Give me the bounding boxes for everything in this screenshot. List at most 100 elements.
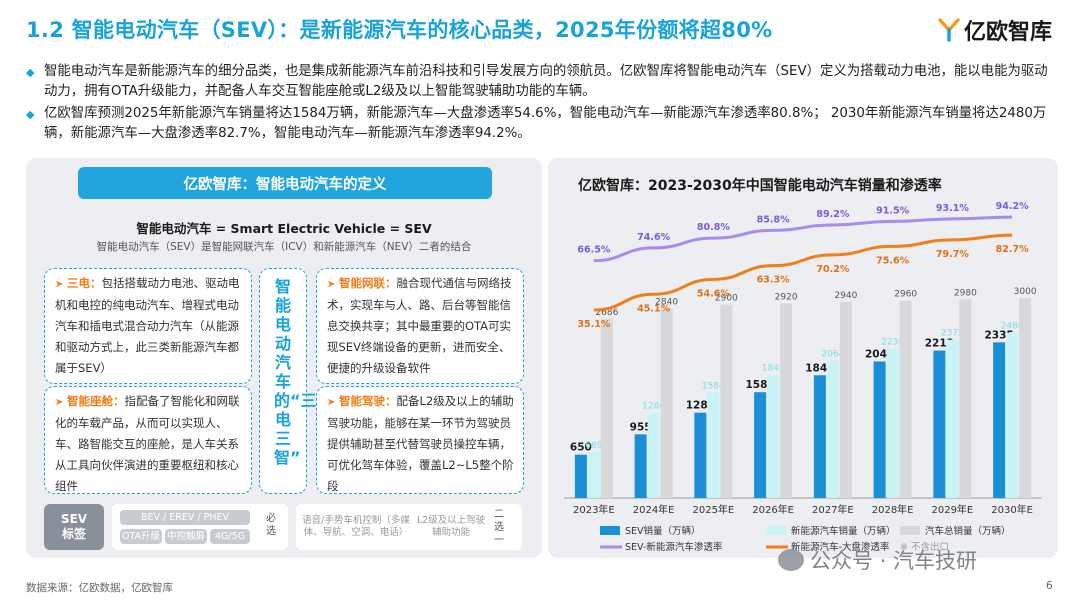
legend-label: SEV-新能源汽车渗透率	[625, 541, 723, 553]
legend-label: 新能源汽车销量（万辆）	[791, 525, 896, 537]
logo-text: 亿欧智库	[964, 20, 1053, 45]
bar-total	[660, 308, 673, 498]
percent-label: 89.2%	[816, 209, 849, 220]
bar-value-label: 1849	[762, 364, 785, 374]
percent-label: 82.7%	[996, 244, 1029, 255]
chart-title: 亿欧智库：2023-2030年中国智能电动汽车销量和渗透率	[578, 178, 942, 194]
legend-label: 新能源汽车-大盘渗透率	[791, 541, 890, 553]
arrow-icon: ➤	[55, 279, 64, 290]
bullet-item: ◆ 智能电动汽车是新能源汽车的细分品类，也是集成新能源汽车前沿科技和引导发展方向…	[26, 62, 1056, 102]
wechat-icon	[778, 549, 804, 571]
bullet-text: 亿欧智库预测2025年新能源汽车销量将达1584万辆，新能源汽车—大盘渗透率54…	[44, 106, 1047, 141]
box-text: 配备L2级及以上的辅助驾驶功能，能够在某一环节为驾驶员提供辅助甚至代替驾驶员操控…	[327, 394, 514, 493]
bar-nev	[767, 374, 780, 498]
bar-value-label: 3000	[1014, 287, 1037, 297]
bar-nev	[946, 339, 959, 498]
box-text: 包括搭载动力电池、驱动电机和电控的纯电动汽车、增程式电动汽车和插电式混合动力汽车…	[55, 276, 240, 375]
x-tick-label: 2023年E	[573, 503, 615, 516]
bar-sev	[813, 375, 826, 498]
percent-label: 93.1%	[936, 203, 969, 214]
percent-label: 91.5%	[876, 205, 909, 216]
x-tick-label: 2027年E	[812, 503, 854, 516]
bar-total	[720, 304, 733, 498]
box-three-electric: ➤ 三电：包括搭载动力电池、驱动电机和电控的纯电动汽车、增程式电动汽车和插电式混…	[44, 268, 252, 384]
percent-label: 94.2%	[996, 201, 1029, 212]
bar-value-label: 955	[630, 421, 652, 433]
bar-total	[899, 300, 912, 498]
x-tick-label: 2028年E	[872, 503, 914, 516]
bar-nev	[1006, 332, 1019, 498]
chip-touchscreen: 中控触屏	[165, 529, 207, 544]
bar-nev	[647, 412, 660, 498]
box-keyword: 三电：	[67, 276, 102, 290]
sev-required-group: BEV / EREV / PHEV OTA升级 中控触屏 4G/5G 必选	[112, 504, 288, 550]
bar-sev	[754, 392, 767, 498]
definition-title: 亿欧智库：智能电动汽车的定义	[78, 167, 492, 199]
percent-label: 70.2%	[816, 264, 849, 275]
box-smart-cockpit: ➤ 智能座舱：指配备了智能化和网联化的车载产品，从而可以实现人、车、路智能交互的…	[44, 386, 252, 494]
sales-penetration-chart: 65068926862023年E955128028402024年E1280158…	[564, 201, 1042, 553]
sev-tag-row: SEV标签 BEV / EREV / PHEV OTA升级 中控触屏 4G/5G…	[44, 504, 526, 550]
bar-total	[600, 318, 613, 498]
bar-total	[959, 299, 972, 498]
chip-ota: OTA升级	[120, 529, 162, 544]
sev-penetration-line	[593, 215, 1013, 263]
definition-formula: 智能电动汽车 = Smart Electric Vehicle = SEV	[136, 221, 432, 236]
legend-swatch	[900, 526, 920, 535]
definition-note: 智能电动汽车（SEV）是智能网联汽车（ICV）和新能源汽车（NEV）二者的结合	[96, 241, 472, 253]
box-keyword: 智能网联：	[339, 276, 397, 290]
sev-optional-group: 语音/手势车机控制（多媒体、导航、空调、电话） L2级及以上驾驶辅助功能 二选一	[296, 504, 522, 550]
optional-voice-control: 语音/手势车机控制（多媒体、导航、空调、电话）	[302, 515, 410, 538]
arrow-icon: ➤	[327, 397, 336, 408]
bar-value-label: 2375	[941, 329, 964, 339]
bar-value-label: 2940	[834, 291, 857, 301]
chip-4g5g: 4G/5G	[210, 529, 250, 544]
bar-value-label: 2686	[595, 308, 618, 318]
arrow-icon: ➤	[55, 397, 64, 408]
x-tick-label: 2029年E	[931, 503, 973, 516]
percent-label: 75.6%	[876, 255, 909, 266]
bar-sev	[993, 342, 1006, 498]
logo-icon	[938, 18, 960, 42]
box-smart-connectivity: ➤ 智能网联：融合现代通信与网络技术，实现车与人、路、后台等智能信息交换共享；其…	[316, 268, 524, 384]
bar-sev	[694, 412, 707, 498]
box-text: 融合现代通信与网络技术，实现车与人、路、后台等智能信息交换共享；其中最重要的OT…	[327, 276, 512, 375]
required-label: 必选	[266, 513, 276, 537]
percent-label: 85.8%	[757, 214, 790, 225]
bullet-item: ◆ 亿欧智库预测2025年新能源汽车销量将达1584万辆，新能源汽车—大盘渗透率…	[26, 104, 1056, 144]
percent-label: 35.1%	[577, 319, 610, 330]
bar-nev	[886, 348, 899, 498]
diamond-icon: ◆	[26, 108, 35, 121]
bar-nev	[707, 392, 720, 498]
bar-value-label: 689	[585, 441, 602, 451]
legend-label: ※ 不含出口	[900, 541, 949, 553]
percent-label: 45.1%	[637, 303, 670, 314]
bar-total	[839, 302, 852, 498]
sev-tag-label: SEV标签	[44, 504, 104, 550]
page-title: 1.2 智能电动汽车（SEV）：是新能源汽车的核心品类，2025年份额将超80%	[26, 18, 773, 42]
bar-value-label: 2840	[655, 298, 678, 308]
legend-label: SEV销量（万辆）	[625, 525, 701, 537]
data-source: 数据来源：亿欧数据，亿欧智库	[26, 582, 173, 594]
diamond-icon: ◆	[26, 66, 35, 79]
bar-value-label: 2900	[715, 294, 738, 304]
bar-value-label: 1280	[642, 402, 665, 412]
bar-value-label: 2960	[894, 290, 917, 300]
percent-label: 66.5%	[577, 245, 610, 256]
x-tick-label: 2030年E	[991, 503, 1033, 516]
x-tick-label: 2025年E	[692, 503, 734, 516]
bar-nev	[826, 360, 839, 498]
definition-panel: 亿欧智库：智能电动汽车的定义 智能电动汽车 = Smart Electric V…	[26, 158, 542, 558]
watermark-text: 公众号 · 汽车技研	[810, 549, 978, 573]
arrow-icon: ➤	[327, 279, 336, 290]
center-label-text: 智能电动汽车的“三电三智”	[274, 277, 317, 467]
x-tick-label: 2024年E	[633, 503, 675, 516]
percent-label: 79.7%	[936, 249, 969, 260]
bar-value-label: 2239	[881, 338, 904, 348]
percent-label: 74.6%	[637, 232, 670, 243]
chart-panel: 亿欧智库：2023-2030年中国智能电动汽车销量和渗透率 650 689 2686…	[548, 158, 1058, 558]
box-keyword: 智能座舱：	[67, 394, 125, 408]
three-electric-three-smart-label: 智能电动汽车的“三电三智”	[259, 268, 317, 494]
page-number: 6	[1046, 580, 1053, 592]
bullet-list: ◆ 智能电动汽车是新能源汽车的细分品类，也是集成新能源汽车前沿科技和引导发展方向…	[26, 62, 1056, 146]
